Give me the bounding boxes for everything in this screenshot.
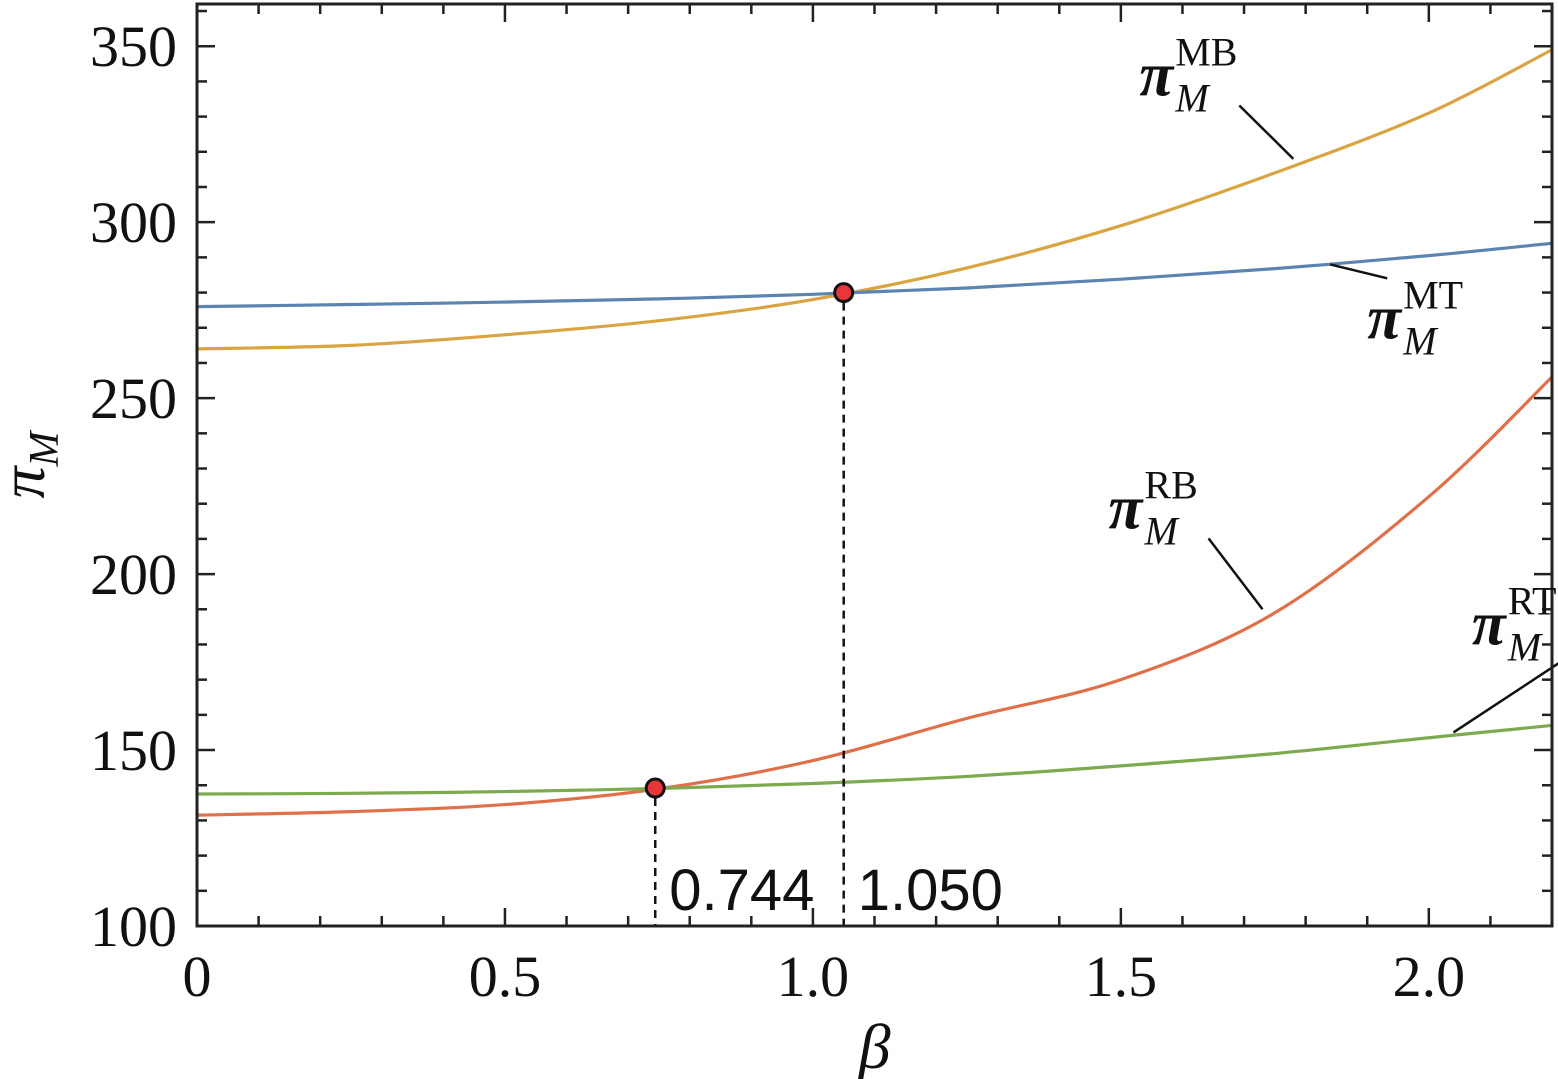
series-label-main: π [1367, 284, 1403, 352]
series-label-sub: M [1402, 318, 1439, 363]
series-label-main: π [1472, 590, 1508, 658]
series-line-rt [196, 723, 1553, 796]
annotation-label-1: 1.050 [858, 858, 1003, 923]
x-tick-label: 0 [183, 944, 212, 1009]
series-leader-mt [1329, 263, 1388, 280]
x-tick-label: 0.5 [469, 944, 542, 1009]
series-label-sup: RB [1144, 462, 1197, 507]
series-label-sup: MT [1403, 272, 1463, 317]
annotation-marker-0 [644, 777, 666, 799]
series-label-sub: M [1507, 624, 1544, 669]
x-tick-label: 1.5 [1085, 944, 1158, 1009]
y-tick-label: 300 [90, 190, 177, 255]
annotation-group: 0.744 1.050 [644, 282, 1003, 926]
series-line-mb [196, 48, 1553, 351]
series-line-rb [196, 375, 1554, 817]
series-label-mt: πMT M [1367, 272, 1463, 363]
y-tick-label: 100 [90, 894, 177, 959]
series-leader-rt [1452, 662, 1558, 734]
y-tick-label: 350 [90, 14, 177, 79]
series-leader-mb [1238, 104, 1295, 160]
series-label-sub: M [1174, 75, 1211, 120]
series-line-mt [196, 241, 1553, 309]
x-tick-label: 2.0 [1393, 944, 1466, 1009]
tick-group: 0 0.5 1.0 1.5 2.0 100 150 200 250 300 350 [90, 4, 1554, 1009]
x-tick-label: 1.0 [777, 944, 850, 1009]
plot-frame [195, 2, 1554, 928]
series-label-main: π [1139, 41, 1175, 109]
y-axis-title-main: π [0, 465, 58, 499]
series-label-sub: M [1144, 508, 1181, 553]
y-tick-label: 250 [90, 366, 177, 431]
y-tick-label: 200 [90, 542, 177, 607]
annotation-marker-1 [833, 282, 855, 304]
series-label-sup: MB [1175, 29, 1237, 74]
series-label-mb: πMB M [1139, 29, 1237, 120]
series-group [196, 48, 1554, 817]
y-axis-title-sub: M [22, 429, 68, 467]
series-label-sup: RT [1508, 578, 1557, 623]
annotation-label-0: 0.744 [669, 858, 814, 923]
series-leader-rb [1207, 537, 1264, 611]
series-label-rt: πRT M [1472, 578, 1557, 669]
series-label-rb: πRB M [1109, 462, 1198, 553]
x-axis-title: β [857, 1011, 891, 1079]
y-tick-label: 150 [90, 718, 177, 783]
series-label-main: π [1109, 474, 1145, 542]
y-axis-title: πM [0, 429, 68, 498]
